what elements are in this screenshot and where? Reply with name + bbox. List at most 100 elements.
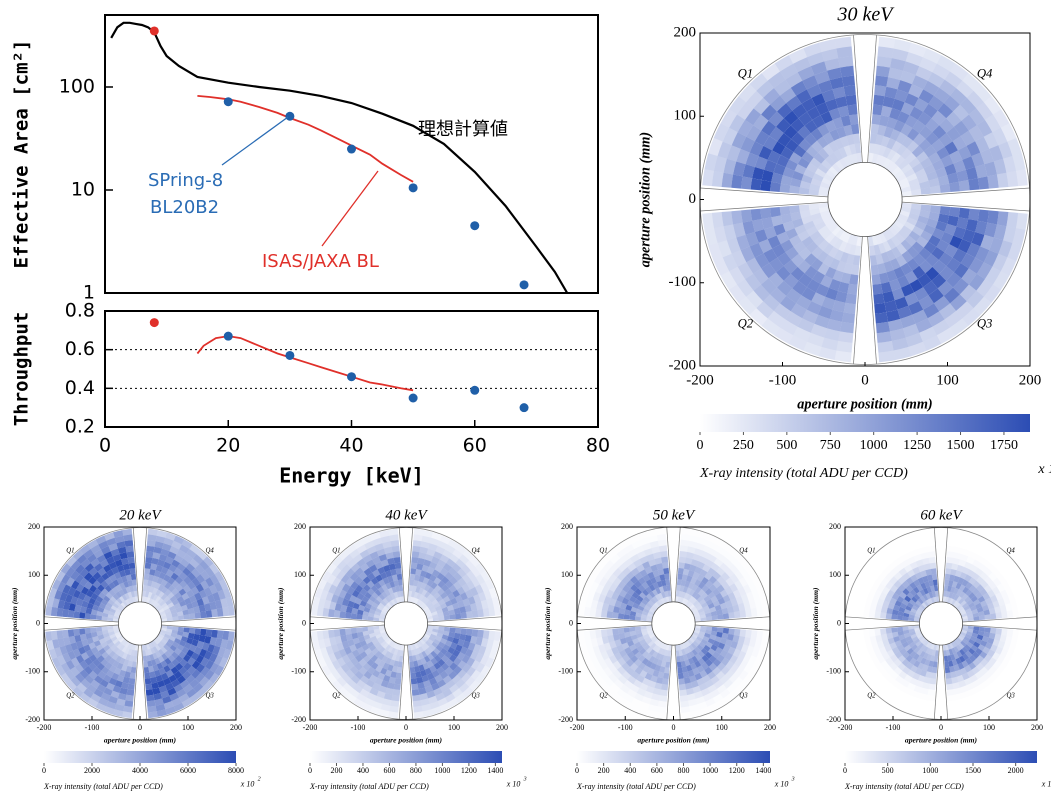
intensity-cell — [928, 689, 936, 696]
intensity-cell — [394, 557, 401, 563]
intensity-cell — [130, 568, 136, 574]
intensity-cell — [740, 629, 747, 637]
colorbar-tick-label: 500 — [882, 766, 894, 775]
intensity-cell — [412, 546, 420, 553]
x-axis-label: aperture position (mm) — [370, 736, 443, 745]
x-tick-label: 0 — [939, 723, 943, 732]
intensity-cell — [880, 612, 886, 619]
intensity-cell — [931, 568, 937, 574]
intensity-cell — [217, 630, 224, 639]
map-title: 60 keV — [920, 507, 963, 523]
intensity-cell — [949, 207, 960, 217]
intensity-cell — [978, 176, 989, 189]
y-tick-label: 0.2 — [65, 416, 95, 438]
intensity-cell — [410, 673, 416, 679]
x-axis-label: aperture position (mm) — [637, 736, 710, 745]
colorbar-tick-label: 200 — [598, 766, 610, 775]
colorbar-tick-label: 1400 — [487, 766, 503, 775]
quadrant-label: Q2 — [738, 316, 754, 330]
intensity-cell — [57, 608, 64, 617]
intensity-cell — [124, 540, 133, 547]
intensity-cell — [874, 303, 886, 314]
intensity-cell — [945, 568, 951, 574]
x-tick-label: 40 — [339, 435, 363, 457]
quadrant-label: Q1 — [66, 548, 74, 555]
intensity-cell — [413, 540, 422, 547]
data-point — [409, 394, 418, 403]
intensity-cell — [1012, 609, 1019, 617]
intensity-cell — [770, 207, 781, 217]
intensity-cell — [997, 173, 1009, 188]
colorbar — [845, 751, 1037, 763]
intensity-cell — [607, 611, 614, 618]
y-tick-label: 100 — [674, 108, 697, 124]
intensity-cell — [987, 175, 998, 189]
intensity-cell — [875, 629, 881, 636]
x-tick-label: -100 — [769, 372, 797, 388]
figure: 110100Effective Area [cm²]SPring-8BL20B2… — [0, 0, 1051, 797]
intensity-cell — [334, 629, 341, 637]
x-tick-label: 60 — [463, 435, 487, 457]
map-title: 30 keV — [837, 4, 896, 26]
intensity-cell — [760, 208, 771, 219]
intensity-cell — [751, 178, 762, 190]
intensity-cell — [886, 628, 892, 634]
intensity-cell — [722, 211, 734, 226]
colorbar-exponent: 3 — [523, 776, 527, 782]
intensity-cell — [483, 608, 490, 617]
x-tick-label: -100 — [618, 723, 633, 732]
intensity-cell — [869, 629, 876, 637]
intensity-cell — [147, 700, 156, 707]
intensity-cell — [483, 630, 490, 639]
intensity-cell — [455, 613, 461, 619]
colorbar-tick-label: 0 — [843, 766, 847, 775]
x-tick-label: -200 — [303, 723, 318, 732]
intensity-cell — [461, 628, 467, 635]
intensity-cell — [144, 568, 150, 574]
data-point — [409, 183, 418, 192]
intensity-cell — [842, 312, 855, 323]
intensity-cell — [189, 628, 195, 634]
colorbar-tick-label: 1750 — [990, 438, 1018, 453]
quadrant-label: Q3 — [739, 692, 748, 699]
colorbar-tick-label: 8000 — [228, 766, 244, 775]
colorbar-scale: x 10 — [774, 779, 789, 788]
intensity-cell — [1007, 629, 1014, 637]
intensity-cell — [987, 210, 998, 224]
intensity-cell — [728, 612, 734, 619]
intensity-cell — [145, 684, 152, 690]
y-tick-label: 10 — [71, 178, 95, 200]
intensity-cell — [200, 611, 206, 618]
intensity-cell — [680, 540, 689, 547]
quadrant-label: Q1 — [738, 67, 754, 81]
colorbar-tick-label: 1250 — [903, 438, 931, 453]
quadrant-label: Q4 — [739, 548, 748, 555]
intensity-cell — [345, 612, 351, 619]
x-tick-label: -100 — [886, 723, 901, 732]
intensity-cell — [929, 684, 936, 690]
data-point — [285, 112, 294, 121]
intensity-cell — [195, 612, 201, 619]
intensity-cell — [734, 629, 741, 636]
intensity-cell — [751, 608, 758, 617]
intensity-cell — [79, 628, 85, 635]
intensity-cell — [130, 673, 136, 679]
intensity-cell — [873, 293, 884, 304]
intensity-cell — [466, 611, 472, 618]
intensity-cell — [869, 610, 876, 618]
intensity-cell — [858, 608, 865, 617]
intensity-cell — [838, 56, 853, 68]
intensity-cell — [472, 629, 479, 637]
x-tick-label: -100 — [351, 723, 366, 732]
intensity-cell — [659, 545, 667, 552]
quadrant-label: Q3 — [471, 692, 480, 699]
y-tick-label: 0 — [302, 618, 306, 627]
y-tick-label: 0 — [689, 191, 697, 207]
quadrant-label: Q2 — [867, 692, 876, 699]
intensity-cell — [57, 630, 64, 639]
intensity-cell — [946, 684, 953, 690]
intensity-cell — [751, 630, 758, 639]
intensity-cell — [948, 700, 957, 707]
intensity-cell — [930, 678, 937, 684]
data-line — [197, 96, 413, 182]
